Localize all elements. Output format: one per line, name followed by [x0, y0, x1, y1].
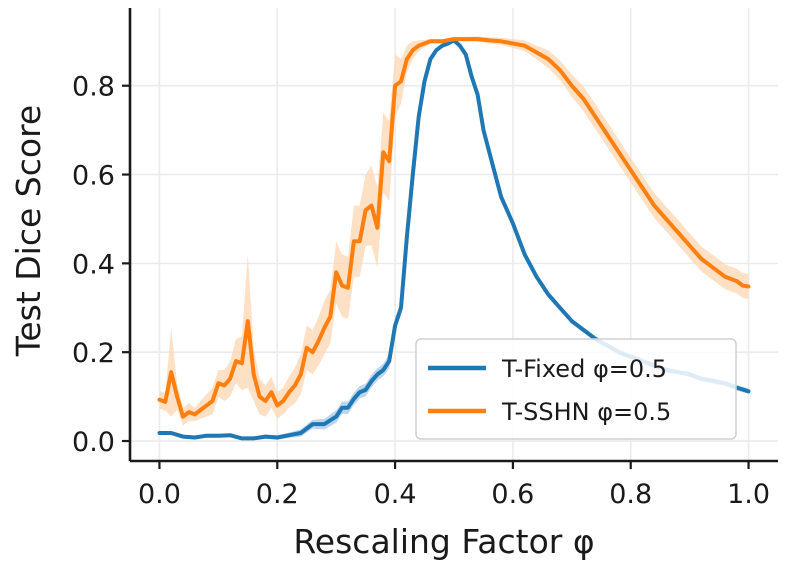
x-tick-label-0: 0.0 [138, 479, 181, 510]
x-tick-label-5: 1.0 [727, 479, 770, 510]
y-tick-label-1: 0.2 [72, 338, 115, 369]
x-tick-label-2: 0.4 [374, 479, 417, 510]
x-tick-label-4: 0.8 [609, 479, 652, 510]
legend-box [415, 338, 737, 440]
y-ticks: 0.0 0.2 0.4 0.6 0.8 [72, 72, 130, 458]
y-tick-label-3: 0.6 [72, 161, 115, 192]
y-tick-label-0: 0.0 [72, 427, 115, 458]
x-tick-label-1: 0.2 [256, 479, 299, 510]
confidence-band-1 [159, 36, 749, 426]
x-ticks: 0.0 0.2 0.4 0.6 0.8 1.0 [138, 461, 770, 510]
x-axis-title: Rescaling Factor φ [293, 522, 594, 561]
y-tick-label-2: 0.4 [72, 249, 115, 280]
y-tick-label-4: 0.8 [72, 72, 115, 103]
y-axis-title: Test Dice Score [9, 105, 48, 357]
legend: T-Fixed φ=0.5 T-SSHN φ=0.5 [415, 338, 737, 440]
legend-label-t-fixed: T-Fixed φ=0.5 [501, 355, 667, 383]
series-line-1 [157, 37, 751, 419]
x-tick-label-3: 0.6 [491, 479, 534, 510]
axes [128, 8, 778, 463]
legend-label-t-sshn: T-SSHN φ=0.5 [501, 398, 671, 426]
